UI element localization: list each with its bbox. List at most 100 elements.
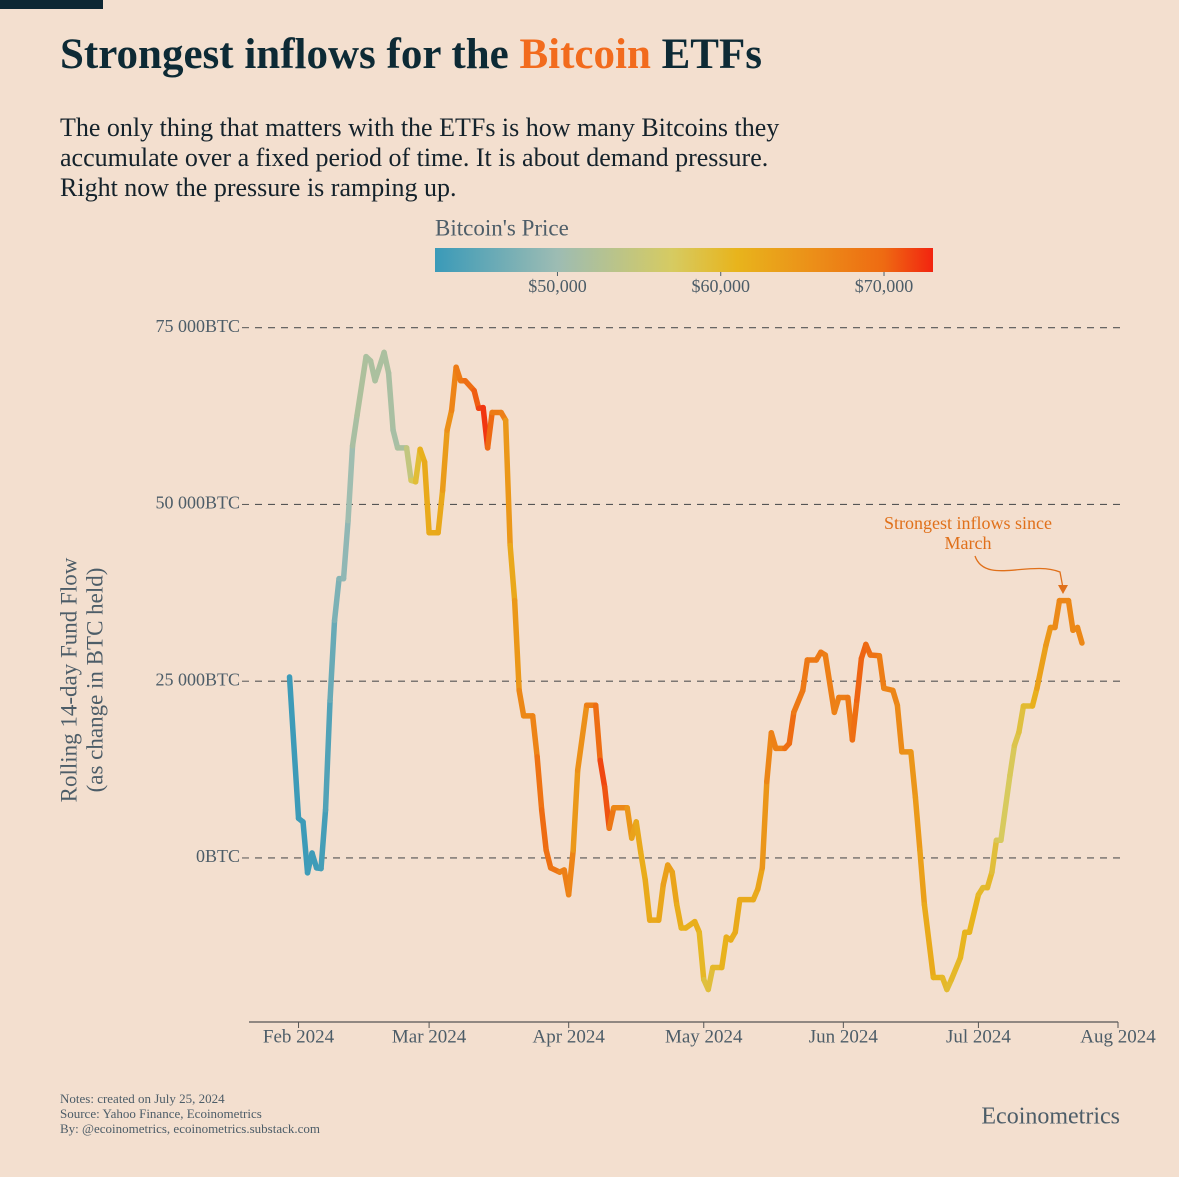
line-segment <box>570 767 581 853</box>
line-segment <box>642 877 653 923</box>
line-segment <box>421 459 432 536</box>
line-segment <box>669 869 680 908</box>
subtitle: The only thing that matters with the ETF… <box>60 113 779 142</box>
line-segment <box>732 896 743 935</box>
corner-bar <box>0 0 103 9</box>
line-segment <box>534 754 545 813</box>
line-segment <box>349 412 360 449</box>
line-segment <box>966 891 982 935</box>
x-tick-label: Jul 2024 <box>946 1026 1011 1047</box>
x-tick-label: May 2024 <box>665 1026 743 1047</box>
line-segment <box>759 778 770 871</box>
line-segment <box>511 597 522 694</box>
line-segment <box>1007 742 1018 778</box>
x-tick-label: Aug 2024 <box>1080 1026 1156 1047</box>
line-segment <box>327 617 338 704</box>
colorbar-tick-label: $70,000 <box>855 276 914 296</box>
line-segment <box>791 687 806 716</box>
line-segment <box>957 929 968 961</box>
line-segment <box>286 674 302 822</box>
line-segment <box>673 901 684 931</box>
line-segment <box>908 749 919 800</box>
line-segment <box>705 964 716 993</box>
line-segment <box>1074 624 1085 646</box>
line-segment <box>322 697 333 813</box>
line-segment <box>444 407 455 433</box>
subtitle: Right now the pressure is ramping up. <box>60 173 456 202</box>
line-segment <box>655 882 666 923</box>
line-segment <box>403 445 414 484</box>
line-segment <box>331 575 342 624</box>
line-segment <box>1043 624 1054 648</box>
note: Source: Yahoo Finance, Ecoinometrics <box>60 1106 262 1121</box>
chart-title: Strongest inflows for the Bitcoin ETFs <box>60 31 762 78</box>
line-segment <box>345 443 356 524</box>
y-axis-label-line: Rolling 14-day Fund Flow <box>56 557 81 802</box>
x-tick-label: Mar 2024 <box>392 1026 467 1047</box>
line-segment <box>471 387 482 412</box>
line-segment <box>854 655 865 704</box>
brand: Ecoinometrics <box>981 1104 1120 1130</box>
colorbar <box>435 248 933 272</box>
line-segment <box>340 517 351 582</box>
y-axis-label: Rolling 14-day Fund Flow (as change in B… <box>56 557 107 802</box>
line-segment <box>354 353 369 419</box>
line-segment <box>894 702 905 755</box>
line-segment <box>574 702 590 774</box>
line-segment <box>912 794 923 853</box>
note: By: @ecoinometrics, ecoinometrics.substa… <box>60 1121 320 1136</box>
y-tick-label: 50 000BTC <box>155 493 240 513</box>
line-segment <box>948 954 964 983</box>
line-segment <box>435 487 446 536</box>
line-segment <box>637 849 648 883</box>
subtitle: accumulate over a fixed period of time. … <box>60 143 768 172</box>
annotation: March <box>945 533 992 553</box>
line-segment <box>998 772 1013 844</box>
line-segment <box>507 542 518 604</box>
line-segment <box>1065 597 1076 634</box>
line-segment <box>502 417 513 549</box>
line-segment <box>543 847 554 871</box>
annotation-arrow <box>974 555 1064 589</box>
line-segment <box>439 427 450 494</box>
note: Notes: created on July 25, 2024 <box>60 1091 225 1106</box>
line-segment <box>606 805 617 832</box>
line-segment <box>755 865 766 892</box>
line-segment <box>390 427 401 451</box>
y-tick-label: 75 000BTC <box>155 316 240 336</box>
line-segment <box>822 652 838 716</box>
line-segment <box>633 819 644 856</box>
title-highlight: Bitcoin <box>519 31 650 78</box>
line-segment <box>318 807 329 872</box>
annotation: Strongest inflows since <box>884 513 1052 533</box>
y-axis-label-line: (as change in BTC held) <box>82 568 107 793</box>
line-segment <box>385 370 396 433</box>
line-segment <box>989 837 1000 875</box>
line-segment <box>719 934 730 971</box>
line-segment <box>1034 642 1049 692</box>
arrow-head <box>1058 585 1068 594</box>
title-part: Strongest inflows for the <box>60 31 509 78</box>
x-tick-label: Apr 2024 <box>533 1026 606 1047</box>
line-segment <box>448 364 459 414</box>
line-segment <box>592 702 603 764</box>
line-segment <box>597 757 608 791</box>
y-tick-label: 25 000BTC <box>155 669 240 689</box>
line-segment <box>849 697 860 743</box>
colorbar-tick-label: $50,000 <box>528 276 587 296</box>
line-segment <box>1052 597 1063 631</box>
colorbar-tick-label: $60,000 <box>691 276 750 296</box>
line-segment <box>800 657 811 694</box>
line-segment <box>381 349 392 376</box>
line-segment <box>516 687 527 719</box>
x-tick-label: Feb 2024 <box>263 1026 335 1047</box>
y-tick-label: 0BTC <box>196 846 240 866</box>
line-segment <box>1029 685 1040 709</box>
line-segment <box>764 730 775 785</box>
line-segment <box>921 901 937 981</box>
line-segment <box>786 709 797 747</box>
line-segment <box>484 409 495 451</box>
line-segment <box>917 847 928 908</box>
colorbar-title: Bitcoin's Price <box>435 215 569 240</box>
